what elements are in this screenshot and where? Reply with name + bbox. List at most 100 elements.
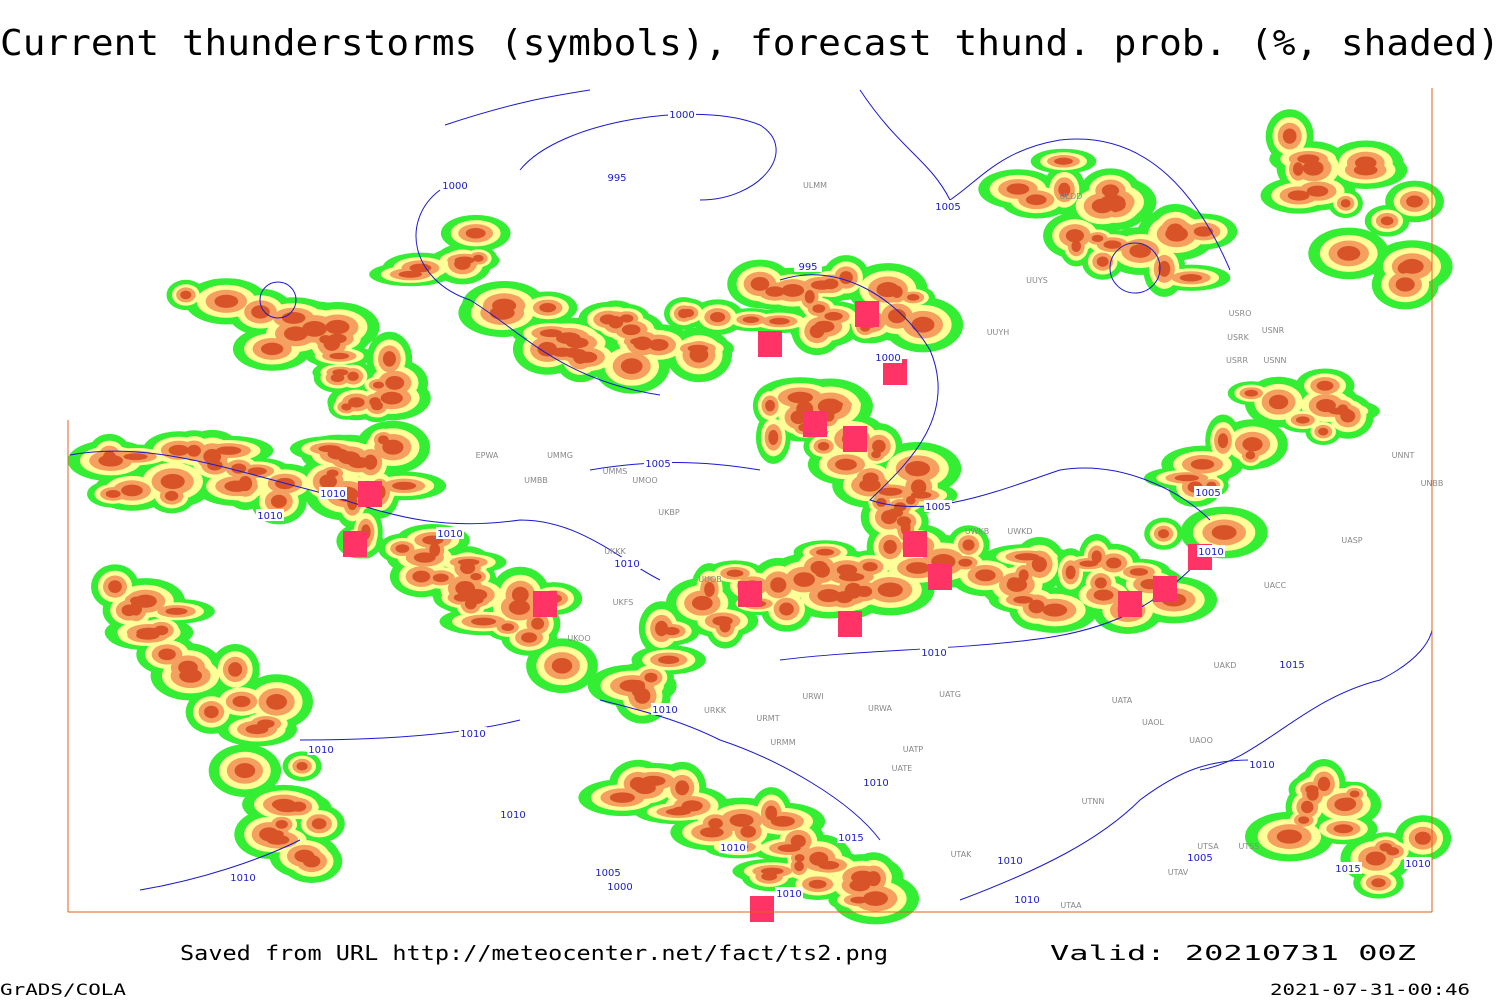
label-box bbox=[594, 866, 622, 878]
label-box bbox=[775, 887, 803, 899]
shade-blob bbox=[470, 573, 482, 581]
station-label: UTAK bbox=[951, 850, 973, 859]
isobar-label: 1005 bbox=[935, 202, 960, 213]
isobar-label: 1010 bbox=[997, 856, 1022, 867]
label-box bbox=[1186, 851, 1214, 863]
shade-blob bbox=[326, 469, 339, 478]
shade-blob bbox=[962, 539, 975, 551]
label-box bbox=[874, 351, 902, 363]
shade-blob bbox=[634, 781, 656, 795]
isobars bbox=[69, 89, 1433, 901]
station-label: UTSA bbox=[1197, 842, 1219, 851]
station-label: UMMS bbox=[603, 467, 628, 476]
shade-blob bbox=[467, 589, 488, 601]
isobar-label: 1005 bbox=[925, 502, 950, 513]
map-title: Current thunderstorms (symbols), forecas… bbox=[0, 23, 1500, 64]
shade-blob bbox=[1025, 194, 1047, 206]
station-label: UATE bbox=[892, 764, 913, 773]
shade-blob bbox=[1287, 190, 1310, 201]
shade-blob bbox=[465, 228, 486, 239]
shade-blob bbox=[712, 616, 733, 626]
label-box bbox=[436, 527, 464, 539]
isobar-label: 1010 bbox=[1249, 760, 1274, 771]
station-label: ULDD bbox=[1060, 192, 1083, 201]
label-box bbox=[613, 557, 641, 569]
shade-blob bbox=[1093, 589, 1114, 601]
isobar-label: 1010 bbox=[308, 745, 333, 756]
station-label: URKK bbox=[704, 706, 727, 715]
shade-blob bbox=[866, 871, 881, 887]
shade-blob bbox=[178, 660, 198, 675]
shade-blob bbox=[863, 891, 888, 906]
shade-blob bbox=[260, 342, 284, 356]
shade-blob bbox=[245, 724, 269, 735]
shade-blob bbox=[341, 403, 352, 411]
isobar-label: 1010 bbox=[257, 511, 282, 522]
shade-blob bbox=[708, 818, 723, 829]
shade-blob bbox=[1129, 244, 1151, 258]
shade-blob bbox=[911, 316, 935, 333]
shade-blob bbox=[1018, 569, 1029, 582]
shade-blob bbox=[348, 397, 365, 408]
shade-blob bbox=[1065, 229, 1085, 243]
station-label: UWKD bbox=[1007, 527, 1032, 536]
shade-blob bbox=[429, 542, 441, 557]
shade-blob bbox=[511, 586, 529, 603]
shade-blob bbox=[302, 854, 321, 868]
shade-blob bbox=[691, 595, 713, 611]
shade-blob bbox=[160, 473, 185, 490]
label-box bbox=[319, 487, 347, 499]
shade-blob bbox=[877, 582, 903, 598]
shade-blob bbox=[371, 400, 383, 411]
shade-blob bbox=[794, 854, 805, 862]
shade-blob bbox=[905, 461, 931, 477]
frame bbox=[67, 88, 1433, 913]
isobar-label: 1010 bbox=[921, 648, 946, 659]
storm-symbol bbox=[738, 581, 762, 607]
shade-blob bbox=[1302, 160, 1324, 176]
shade-blob bbox=[765, 286, 785, 297]
shade-blob bbox=[620, 358, 643, 374]
shade-blob bbox=[975, 569, 996, 582]
shade-blob bbox=[878, 487, 903, 496]
shade-blob bbox=[779, 602, 794, 616]
station-label: USNR bbox=[1262, 326, 1285, 335]
isobar-label: 995 bbox=[798, 262, 817, 273]
isobar bbox=[589, 462, 761, 471]
isobar bbox=[259, 281, 297, 319]
shade-blob bbox=[1406, 195, 1423, 208]
map-labels: 1000 1000 995 995 1005 1000 1010 1010 1005 1005 10… bbox=[229, 108, 1443, 910]
storm-symbol bbox=[928, 564, 952, 590]
shade-blob bbox=[123, 453, 148, 461]
station-label: UASP bbox=[1341, 536, 1362, 545]
station-label: UUYS bbox=[1026, 276, 1048, 285]
shade-blob bbox=[470, 617, 497, 626]
shade-blob bbox=[1094, 577, 1107, 589]
label-box bbox=[459, 727, 487, 739]
shade-blob bbox=[1242, 437, 1263, 452]
storm-symbol bbox=[855, 301, 879, 327]
shade-blob bbox=[1245, 451, 1256, 460]
shade-blob bbox=[599, 314, 618, 325]
shade-blob bbox=[165, 607, 188, 615]
label-box bbox=[229, 871, 257, 883]
shade-blob bbox=[290, 801, 307, 812]
isobar-label: 1005 bbox=[595, 868, 620, 879]
shade-blob bbox=[329, 352, 350, 360]
storm-symbol bbox=[343, 531, 367, 557]
station-label: URMM bbox=[770, 738, 795, 747]
shade-blob bbox=[906, 294, 920, 301]
station-label: USRK bbox=[1227, 333, 1249, 342]
shade-blob bbox=[742, 316, 760, 323]
isobar-label: 1000 bbox=[875, 353, 900, 364]
shade-blob bbox=[1306, 786, 1319, 801]
shade-blob bbox=[844, 582, 863, 599]
shade-blob bbox=[1174, 474, 1200, 482]
isobar-label: 1005 bbox=[645, 459, 670, 470]
shade-blob bbox=[228, 662, 243, 677]
station-label: UMBB bbox=[524, 476, 548, 485]
shade-blob bbox=[281, 312, 306, 324]
shade-blob bbox=[1079, 560, 1098, 567]
shade-blob bbox=[347, 371, 359, 381]
storm-symbol bbox=[1153, 576, 1177, 602]
